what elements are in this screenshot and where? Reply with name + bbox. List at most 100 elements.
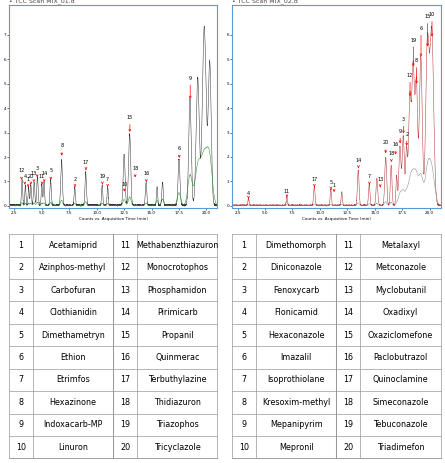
Text: Hexaconazole: Hexaconazole bbox=[268, 331, 324, 339]
Text: 7: 7 bbox=[242, 375, 247, 384]
Text: Simeconazole: Simeconazole bbox=[372, 398, 429, 407]
Text: 17: 17 bbox=[343, 375, 353, 384]
Text: 4: 4 bbox=[242, 308, 247, 317]
Text: 17: 17 bbox=[120, 375, 130, 384]
Text: 7: 7 bbox=[368, 174, 371, 179]
Text: 19: 19 bbox=[343, 420, 353, 429]
Text: Mepronil: Mepronil bbox=[279, 443, 314, 452]
Text: Oxadixyl: Oxadixyl bbox=[383, 308, 418, 317]
Text: 15: 15 bbox=[425, 14, 431, 19]
Text: 2: 2 bbox=[73, 177, 77, 182]
Text: 10: 10 bbox=[121, 182, 127, 188]
Text: 14: 14 bbox=[120, 308, 130, 317]
Text: 16: 16 bbox=[392, 142, 399, 147]
Text: Methabenzthiazuron: Methabenzthiazuron bbox=[136, 241, 218, 250]
Text: 11: 11 bbox=[120, 241, 130, 250]
Text: 12: 12 bbox=[18, 169, 24, 174]
Text: Imazalil: Imazalil bbox=[280, 353, 312, 362]
Text: 20: 20 bbox=[120, 443, 130, 452]
Text: Etrimfos: Etrimfos bbox=[56, 375, 90, 384]
Text: 3: 3 bbox=[36, 166, 39, 171]
Text: 16: 16 bbox=[120, 353, 130, 362]
Text: 15: 15 bbox=[120, 331, 130, 339]
Text: Quinmerac: Quinmerac bbox=[155, 353, 199, 362]
Text: 8: 8 bbox=[18, 398, 24, 407]
Text: • TCC Scan MIX_01.d: • TCC Scan MIX_01.d bbox=[9, 0, 74, 4]
Text: Ethion: Ethion bbox=[61, 353, 86, 362]
Text: Triazophos: Triazophos bbox=[156, 420, 198, 429]
Text: 2: 2 bbox=[405, 131, 409, 137]
Text: Metalaxyl: Metalaxyl bbox=[381, 241, 420, 250]
Text: Thidiazuron: Thidiazuron bbox=[154, 398, 201, 407]
Text: Azinphos-methyl: Azinphos-methyl bbox=[40, 263, 107, 272]
Text: 4: 4 bbox=[23, 174, 26, 179]
Text: 10: 10 bbox=[429, 12, 435, 17]
Text: 10: 10 bbox=[16, 443, 26, 452]
Text: 20: 20 bbox=[28, 174, 34, 179]
Text: Clothianidin: Clothianidin bbox=[49, 308, 97, 317]
Text: 9: 9 bbox=[189, 76, 192, 81]
Text: Linuron: Linuron bbox=[58, 443, 88, 452]
X-axis label: Counts vs. Acquisition Time (min): Counts vs. Acquisition Time (min) bbox=[302, 217, 371, 221]
Text: Quinoclamine: Quinoclamine bbox=[372, 375, 428, 384]
Text: 12: 12 bbox=[343, 263, 353, 272]
Text: 11: 11 bbox=[343, 241, 353, 250]
Text: Flonicamid: Flonicamid bbox=[274, 308, 318, 317]
Text: 6: 6 bbox=[242, 353, 247, 362]
Text: 17: 17 bbox=[83, 160, 89, 165]
Text: Phosphamidon: Phosphamidon bbox=[148, 286, 207, 295]
Text: • TCC Scan MIX_02.d: • TCC Scan MIX_02.d bbox=[232, 0, 298, 4]
Text: 5: 5 bbox=[242, 331, 247, 339]
Text: 1: 1 bbox=[27, 177, 30, 182]
Text: 6: 6 bbox=[420, 26, 423, 31]
Text: 3: 3 bbox=[242, 286, 247, 295]
Text: 11: 11 bbox=[39, 174, 45, 179]
Text: 12: 12 bbox=[407, 73, 413, 78]
Text: 18: 18 bbox=[120, 398, 130, 407]
Text: 6: 6 bbox=[18, 353, 24, 362]
Text: 9: 9 bbox=[18, 420, 24, 429]
Text: Fenoxycarb: Fenoxycarb bbox=[273, 286, 320, 295]
Text: 14: 14 bbox=[355, 158, 362, 163]
Text: Oxaziclomefone: Oxaziclomefone bbox=[368, 331, 433, 339]
Text: 3: 3 bbox=[18, 286, 24, 295]
Text: Triadimefon: Triadimefon bbox=[376, 443, 424, 452]
Text: 13: 13 bbox=[31, 171, 37, 176]
Text: 20: 20 bbox=[383, 140, 389, 145]
Text: Hexazinone: Hexazinone bbox=[49, 398, 97, 407]
X-axis label: Counts vs. Acquisition Time (min): Counts vs. Acquisition Time (min) bbox=[79, 217, 148, 221]
Text: 18: 18 bbox=[388, 151, 395, 156]
Text: 18: 18 bbox=[132, 166, 138, 171]
Text: Kresoxim-methyl: Kresoxim-methyl bbox=[262, 398, 330, 407]
Text: Diniconazole: Diniconazole bbox=[270, 263, 322, 272]
Text: 6: 6 bbox=[178, 146, 181, 151]
Text: Isoprothiolane: Isoprothiolane bbox=[267, 375, 325, 384]
Text: 2: 2 bbox=[18, 263, 24, 272]
Text: 17: 17 bbox=[311, 177, 317, 182]
Text: 7: 7 bbox=[18, 375, 24, 384]
Text: 1: 1 bbox=[18, 241, 24, 250]
Text: 13: 13 bbox=[377, 177, 383, 182]
Text: 7: 7 bbox=[106, 177, 109, 182]
Text: 13: 13 bbox=[343, 286, 353, 295]
Text: Pirimicarb: Pirimicarb bbox=[157, 308, 198, 317]
Text: 13: 13 bbox=[120, 286, 130, 295]
Text: 19: 19 bbox=[410, 38, 417, 43]
Text: 9: 9 bbox=[399, 129, 402, 134]
Text: Indoxacarb-MP: Indoxacarb-MP bbox=[43, 420, 103, 429]
Text: 15: 15 bbox=[343, 331, 353, 339]
Text: 18: 18 bbox=[343, 398, 353, 407]
Text: 20: 20 bbox=[343, 443, 353, 452]
Text: Paclobutrazol: Paclobutrazol bbox=[373, 353, 428, 362]
Text: 19: 19 bbox=[120, 420, 130, 429]
Text: 3: 3 bbox=[402, 117, 405, 122]
Text: 2: 2 bbox=[242, 263, 247, 272]
Text: 19: 19 bbox=[99, 174, 105, 179]
Text: Acetamiprid: Acetamiprid bbox=[49, 241, 97, 250]
Text: 16: 16 bbox=[143, 171, 150, 176]
Text: Mepanipyrim: Mepanipyrim bbox=[270, 420, 323, 429]
Text: 16: 16 bbox=[343, 353, 353, 362]
Text: 9: 9 bbox=[242, 420, 247, 429]
Text: 8: 8 bbox=[60, 143, 63, 148]
Text: 14: 14 bbox=[343, 308, 353, 317]
